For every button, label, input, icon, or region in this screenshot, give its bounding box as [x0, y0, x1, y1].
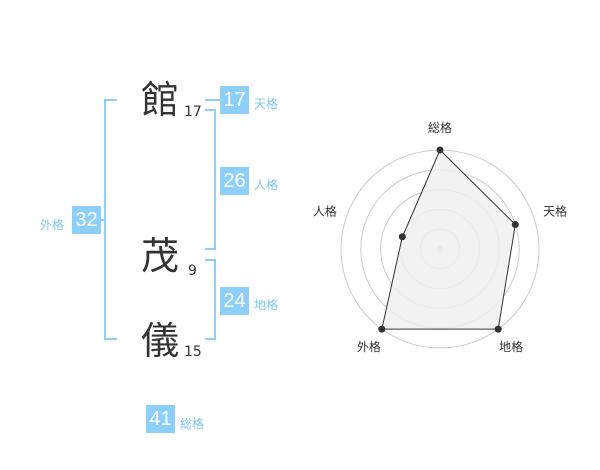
- radar-axis-label: 天格: [543, 204, 567, 219]
- kanji-2: 茂: [141, 234, 180, 278]
- gaikaku-value: 32: [72, 206, 101, 234]
- kanji-1: 館: [141, 78, 180, 122]
- tenkaku-value: 17: [220, 86, 249, 114]
- stroke-count-1: 17: [184, 104, 202, 120]
- radar-axis-label: 外格: [357, 339, 381, 354]
- radar-axis-label: 地格: [499, 339, 523, 354]
- soukaku-value: 41: [146, 405, 175, 433]
- radar-point: [378, 325, 386, 333]
- chikaku-value: 24: [220, 287, 249, 315]
- tenkaku-label: 天格: [254, 97, 279, 111]
- chikaku-label: 地格: [254, 298, 279, 312]
- radar-polygon: [381, 149, 516, 330]
- radar-axis-label: 総格: [428, 120, 452, 135]
- tenkaku-line: [205, 99, 220, 101]
- stroke-count-3: 15: [184, 344, 202, 360]
- radar-point: [494, 325, 502, 333]
- radar-point: [436, 146, 444, 154]
- soukaku-label: 総格: [180, 417, 205, 431]
- kanji-3: 儀: [141, 319, 180, 363]
- radar-point: [511, 221, 519, 229]
- gaikaku-label: 外格: [40, 218, 65, 232]
- radar-axis-label: 人格: [313, 204, 337, 219]
- stroke-count-2: 9: [188, 263, 197, 279]
- jinkaku-label: 人格: [254, 178, 279, 192]
- jinkaku-value: 26: [220, 167, 249, 195]
- radar-point: [398, 233, 406, 241]
